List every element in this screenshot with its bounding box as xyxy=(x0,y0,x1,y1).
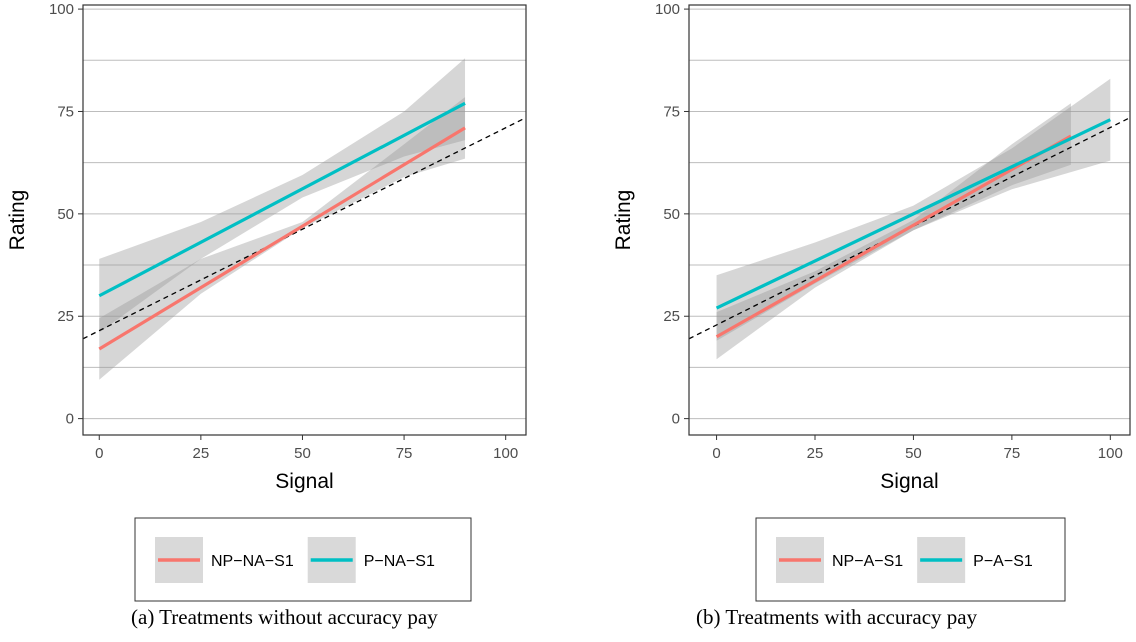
x-tick-label: 75 xyxy=(1004,445,1021,462)
y-axis-title: Rating xyxy=(6,190,29,251)
x-tick-label: 50 xyxy=(294,445,311,462)
legend-item-1: P−NA−S1 xyxy=(307,537,435,583)
x-tick-label: 100 xyxy=(1098,445,1123,462)
y-tick-label: 100 xyxy=(655,1,680,18)
y-tick-label: 75 xyxy=(663,103,680,120)
series-line-1 xyxy=(715,118,1112,310)
plot-area xyxy=(689,78,1130,360)
caption-a: (a) Treatments without accuracy pay xyxy=(131,605,438,629)
x-axis-title: Signal xyxy=(275,470,333,493)
series-line-1 xyxy=(98,101,466,298)
legend-item-0: NP−A−S1 xyxy=(776,537,903,583)
y-tick-label: 25 xyxy=(663,308,680,325)
caption-b: (b) Treatments with accuracy pay xyxy=(696,605,978,629)
legend-item-1: P−A−S1 xyxy=(917,537,1033,583)
y-tick-label: 0 xyxy=(672,411,680,428)
legend: NP−NA−S1 P−NA−S1 xyxy=(134,517,472,602)
reference-line xyxy=(83,117,526,340)
series-line-0 xyxy=(715,134,1072,339)
legend-item-0: NP−NA−S1 xyxy=(155,537,294,583)
legend-label: NP−A−S1 xyxy=(832,553,903,570)
plot-border xyxy=(82,4,527,436)
x-tick-label: 50 xyxy=(905,445,922,462)
x-axis-title: Signal xyxy=(880,470,938,493)
plot-border xyxy=(688,4,1131,436)
legend-label: P−NA−S1 xyxy=(364,553,435,570)
x-tick-label: 25 xyxy=(807,445,824,462)
plot-area xyxy=(83,58,526,380)
confidence-band-1 xyxy=(99,58,466,333)
x-tick-label: 100 xyxy=(493,445,518,462)
chart-panel-a: 0 25 50 75 100 0 25 50 75 100 Signal Rating NP−NA−S1… xyxy=(6,1,527,602)
x-tick-label: 0 xyxy=(95,445,103,462)
x-tick-label: 0 xyxy=(712,445,720,462)
chart-panel-b: 0 25 50 75 100 0 25 50 75 100 Signal Rating NP−A−S1 P… xyxy=(612,1,1131,602)
y-tick-label: 50 xyxy=(57,206,74,223)
confidence-band-0 xyxy=(716,103,1071,360)
confidence-band-1 xyxy=(716,78,1111,341)
legend-label: NP−NA−S1 xyxy=(211,553,294,570)
y-tick-label: 75 xyxy=(57,103,74,120)
y-tick-label: 100 xyxy=(49,1,74,18)
y-axis-title: Rating xyxy=(612,190,635,251)
legend: NP−A−S1 P−A−S1 xyxy=(755,517,1066,602)
x-tick-label: 25 xyxy=(193,445,210,462)
y-tick-label: 0 xyxy=(66,411,74,428)
legend-label: P−A−S1 xyxy=(973,553,1033,570)
y-tick-label: 25 xyxy=(57,308,74,325)
x-tick-label: 75 xyxy=(396,445,413,462)
series-line-0 xyxy=(98,126,466,351)
y-tick-label: 50 xyxy=(663,206,680,223)
